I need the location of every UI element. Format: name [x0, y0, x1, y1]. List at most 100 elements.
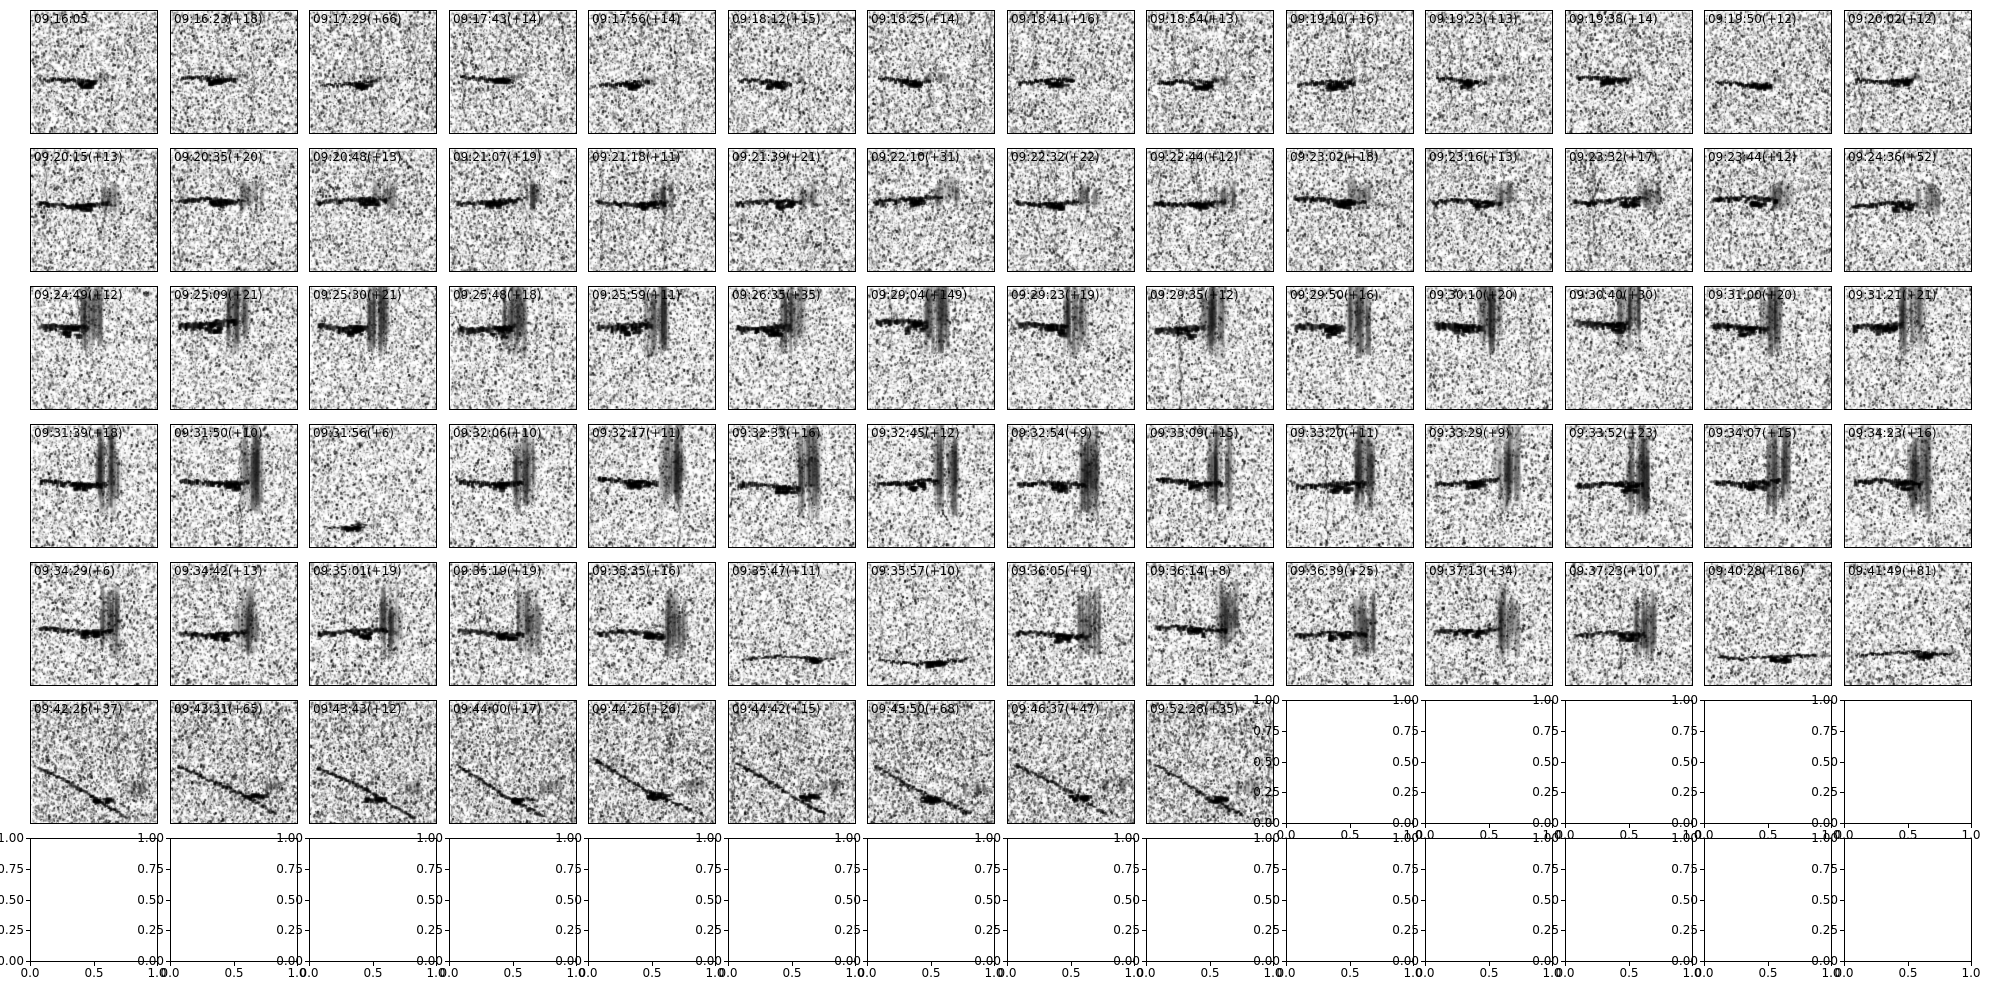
y-tick-label: 0.25: [1532, 785, 1559, 799]
y-tick-label: 0.00: [0, 954, 24, 968]
panel-timestamp-label: 09:16:05: [34, 12, 88, 26]
y-tick-label: 1.00: [555, 831, 582, 845]
x-tick-label: 0.0: [1834, 966, 1854, 980]
x-tick-label: 0.0: [1136, 966, 1156, 980]
spectrogram-panel: 09:36:14(+8): [1146, 562, 1274, 686]
panel-timestamp-label: 09:23:02(+18): [1290, 150, 1379, 164]
axis-tick: [1421, 869, 1425, 870]
y-tick-label: 0.00: [1392, 816, 1419, 830]
spectrogram-panel: 09:20:35(+20): [170, 148, 298, 272]
spectrogram-panel: 09:25:09(+21): [170, 286, 298, 410]
x-tick-label: 0.0: [997, 966, 1017, 980]
axis-tick: [1282, 838, 1286, 839]
empty-axes-panel: [1007, 838, 1135, 962]
spectrogram-panel: 09:31:50(+10): [170, 424, 298, 548]
axis-tick: [1421, 731, 1425, 732]
axis-tick: [1561, 900, 1565, 901]
panel-timestamp-label: 09:36:05(+9): [1011, 564, 1092, 578]
empty-axes-panel: [1425, 700, 1553, 824]
y-tick-label: 0.50: [1811, 893, 1838, 907]
spectrogram-image: [1287, 563, 1413, 685]
panel-timestamp-label: 09:34:42(+13): [174, 564, 263, 578]
y-tick-label: 0.25: [1253, 785, 1280, 799]
spectrogram-panel: 09:35:01(+19): [309, 562, 437, 686]
panel-timestamp-label: 09:30:40(+30): [1569, 288, 1658, 302]
panel-timestamp-label: 09:24:36(+52): [1848, 150, 1937, 164]
y-tick-label: 0.50: [1392, 755, 1419, 769]
y-tick-label: 0.75: [555, 862, 582, 876]
empty-axes-panel: [1286, 700, 1414, 824]
spectrogram-panel: 09:34:42(+13): [170, 562, 298, 686]
axis-tick: [1071, 962, 1072, 966]
spectrogram-image: [1008, 701, 1134, 823]
x-tick-label: 0.0: [299, 966, 319, 980]
y-tick-label: 0.50: [695, 893, 722, 907]
panel-timestamp-label: 09:30:10(+20): [1429, 288, 1518, 302]
spectrogram-panel: 09:18:12(+15): [728, 10, 856, 134]
y-tick-label: 0.25: [695, 923, 722, 937]
spectrogram-image: [1566, 563, 1692, 685]
spectrogram-panel: 09:26:35(+35): [728, 286, 856, 410]
x-tick-label: 0.5: [84, 966, 104, 980]
y-tick-label: 0.00: [1811, 816, 1838, 830]
y-tick-label: 0.00: [1811, 954, 1838, 968]
spectrogram-panel: 09:19:38(+14): [1565, 10, 1693, 134]
x-tick-label: 0.5: [503, 966, 523, 980]
y-tick-label: 0.00: [834, 954, 861, 968]
axis-tick: [1413, 962, 1414, 966]
spectrogram-panel: 09:19:50(+12): [1704, 10, 1832, 134]
axis-tick: [1003, 869, 1007, 870]
x-tick-label: 0.5: [1898, 966, 1918, 980]
axis-tick: [863, 961, 867, 962]
empty-axes-panel: [588, 838, 716, 962]
x-tick-label: 1.0: [845, 966, 865, 980]
axis-tick: [1561, 792, 1565, 793]
y-tick-label: 0.25: [416, 923, 443, 937]
axis-tick: [1840, 823, 1844, 824]
axis-tick: [792, 962, 793, 966]
spectrogram-panel: 09:44:00(+17): [449, 700, 577, 824]
spectrogram-image: [1008, 563, 1134, 685]
x-tick-label: 1.0: [984, 966, 1004, 980]
panel-timestamp-label: 09:35:01(+19): [313, 564, 402, 578]
y-tick-label: 0.75: [276, 862, 303, 876]
spectrogram-image: [868, 287, 994, 409]
spectrogram-panel: 09:31:56(+6): [309, 424, 437, 548]
axis-tick: [26, 930, 30, 931]
panel-timestamp-label: 09:34:29(+6): [34, 564, 115, 578]
empty-axes-panel: [867, 838, 995, 962]
panel-timestamp-label: 09:44:26(+26): [592, 702, 681, 716]
axis-tick: [588, 962, 589, 966]
x-tick-label: 1.0: [566, 966, 586, 980]
axis-tick: [1704, 824, 1705, 828]
y-tick-label: 1.00: [974, 831, 1001, 845]
axis-tick: [1146, 962, 1147, 966]
spectrogram-image: [1147, 701, 1273, 823]
spectrogram-image: [171, 701, 297, 823]
panel-timestamp-label: 09:37:23(+10): [1569, 564, 1658, 578]
spectrogram-panel: 09:32:06(+10): [449, 424, 577, 548]
panel-timestamp-label: 09:32:06(+10): [453, 426, 542, 440]
axis-tick: [1413, 824, 1414, 828]
panel-timestamp-label: 09:31:39(+18): [34, 426, 123, 440]
axis-tick: [1282, 869, 1286, 870]
spectrogram-image: [1287, 11, 1413, 133]
panel-timestamp-label: 09:21:18(+11): [592, 150, 681, 164]
panel-timestamp-label: 09:20:15(+13): [34, 150, 123, 164]
axis-tick: [513, 962, 514, 966]
panel-timestamp-label: 09:32:45(+12): [871, 426, 960, 440]
axis-tick: [166, 869, 170, 870]
y-tick-label: 0.75: [137, 862, 164, 876]
y-tick-label: 1.00: [137, 831, 164, 845]
spectrogram-image: [310, 425, 436, 547]
axis-tick: [855, 962, 856, 966]
axis-tick: [1692, 824, 1693, 828]
y-tick-label: 0.00: [276, 954, 303, 968]
spectrogram-panel: 09:18:25(+14): [867, 10, 995, 134]
y-tick-label: 0.75: [695, 862, 722, 876]
panel-timestamp-label: 09:19:38(+14): [1569, 12, 1658, 26]
axis-tick: [724, 838, 728, 839]
x-tick-label: 1.0: [287, 966, 307, 980]
axis-tick: [1282, 961, 1286, 962]
